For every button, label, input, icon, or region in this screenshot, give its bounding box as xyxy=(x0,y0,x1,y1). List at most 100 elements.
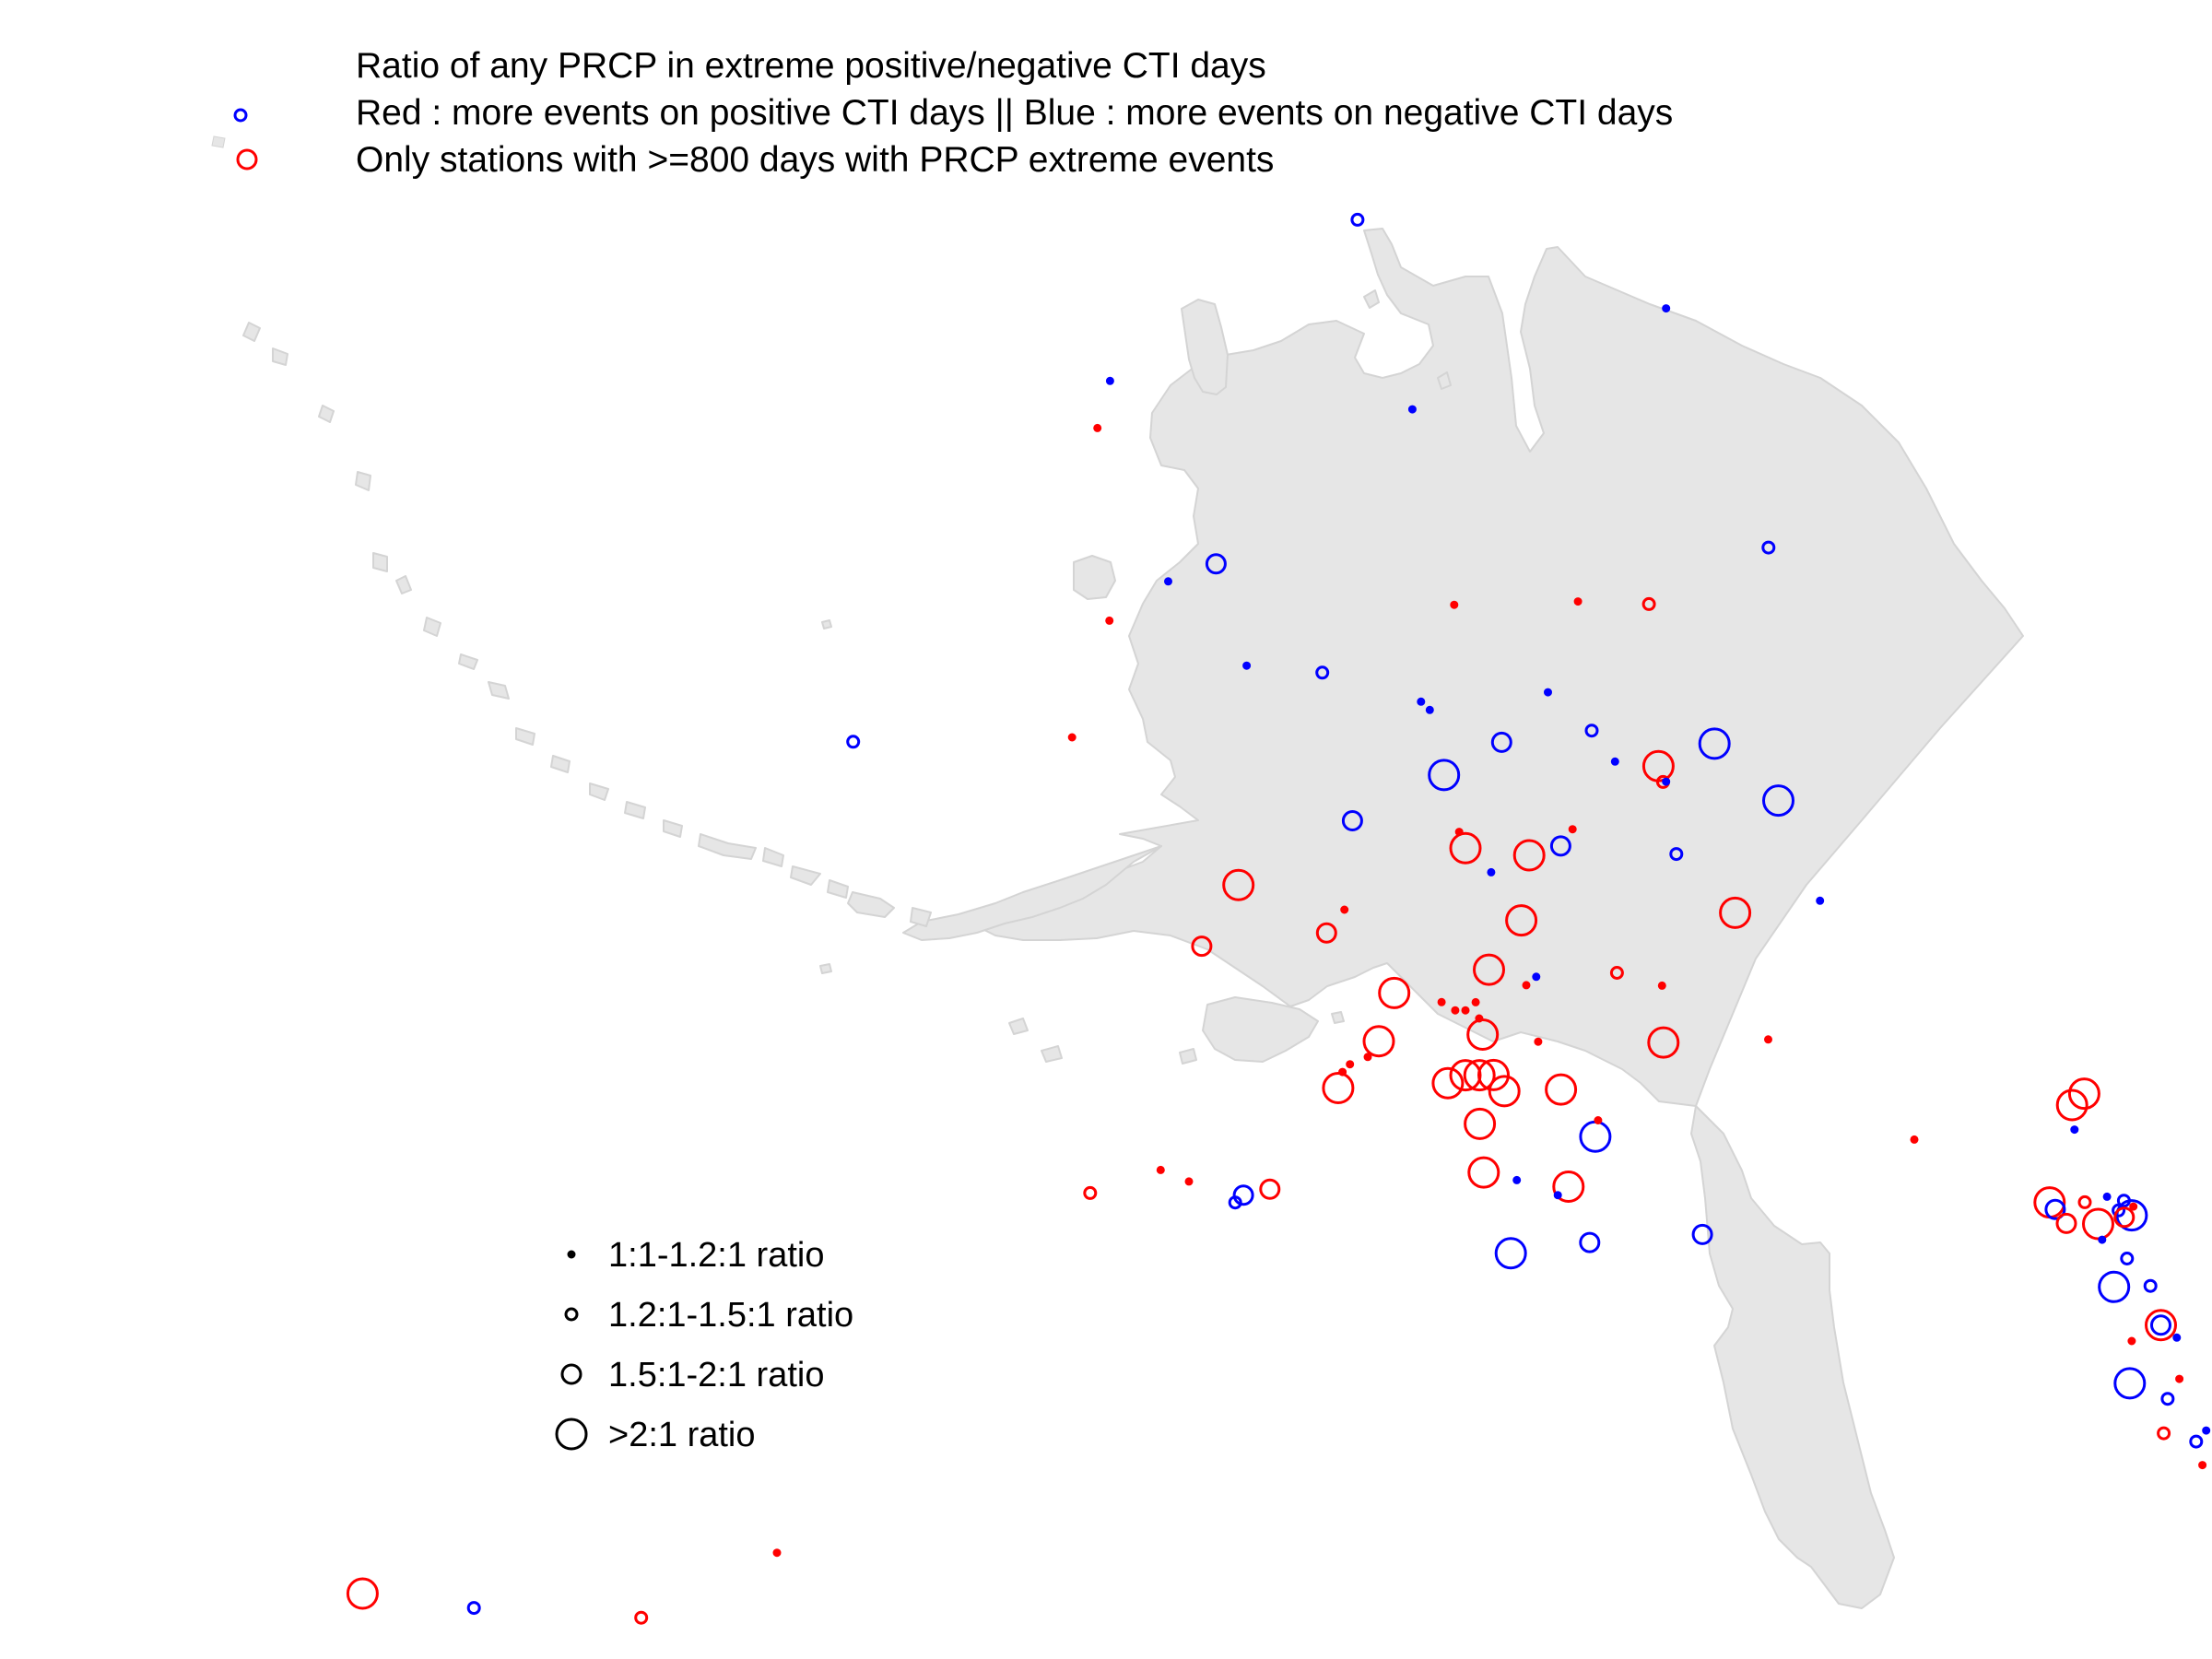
station-marker-positive xyxy=(1475,1014,1484,1023)
station-marker-positive xyxy=(1067,733,1077,742)
station-marker-negative xyxy=(466,1601,481,1616)
station-marker-positive xyxy=(2127,1336,2136,1346)
station-marker-positive xyxy=(2077,1194,2092,1209)
station-marker-positive xyxy=(2067,1077,2100,1111)
station-marker-positive xyxy=(1315,922,1337,944)
color-key xyxy=(211,108,258,171)
station-marker-negative xyxy=(1579,1231,1601,1253)
station-marker-negative xyxy=(1662,777,1671,786)
station-marker-positive xyxy=(1322,1072,1355,1104)
station-marker-negative xyxy=(1610,757,1619,766)
station-marker-negative xyxy=(2160,1392,2175,1406)
station-marker-negative xyxy=(2098,1270,2131,1303)
station-marker-positive xyxy=(2055,1088,2088,1122)
station-marker-positive xyxy=(2082,1207,2114,1241)
station-marker-negative xyxy=(2113,1367,2147,1400)
station-marker-positive xyxy=(1463,1059,1496,1092)
station-markers xyxy=(346,212,2211,1625)
color-key-island-icon xyxy=(211,135,226,148)
station-marker-negative xyxy=(2172,1333,2182,1342)
station-marker-positive xyxy=(1647,1026,1680,1059)
station-marker-positive xyxy=(1378,976,1411,1009)
station-marker-negative xyxy=(1761,540,1776,555)
alaska-peninsula xyxy=(902,845,1162,941)
station-marker-positive xyxy=(1594,1116,1603,1124)
station-marker-negative xyxy=(1662,304,1671,313)
station-marker-positive xyxy=(1477,1058,1510,1091)
size-legend xyxy=(555,1250,588,1451)
station-marker-positive xyxy=(346,1577,379,1610)
station-marker-positive xyxy=(1346,1060,1355,1069)
station-marker-positive xyxy=(2157,1426,2171,1441)
station-marker-positive xyxy=(1437,997,1446,1006)
station-marker-negative xyxy=(1549,835,1571,857)
station-marker-positive xyxy=(2113,1206,2136,1229)
aleutian-islands xyxy=(242,322,932,974)
station-marker-positive xyxy=(1191,935,1213,958)
station-marker-positive xyxy=(1156,1165,1165,1174)
station-marker-positive xyxy=(1464,1107,1497,1140)
station-marker-positive xyxy=(1719,896,1752,929)
station-marker-positive xyxy=(1552,1171,1585,1203)
station-marker-negative xyxy=(1669,847,1684,862)
station-marker-negative xyxy=(1428,759,1461,792)
station-marker-positive xyxy=(1467,1156,1500,1189)
station-marker-negative xyxy=(2070,1125,2079,1135)
station-marker-negative xyxy=(1315,665,1330,680)
station-marker-positive xyxy=(1473,953,1505,986)
station-marker-positive xyxy=(1362,1025,1395,1058)
station-marker-negative xyxy=(1105,376,1114,385)
size-legend-marker-1 xyxy=(567,1250,576,1259)
kodiak-island xyxy=(1202,996,1319,1063)
station-marker-positive xyxy=(1449,831,1482,865)
station-marker-positive xyxy=(1259,1178,1281,1200)
station-marker-positive xyxy=(1093,423,1102,432)
station-marker-negative xyxy=(1532,972,1541,982)
station-marker-negative xyxy=(1205,553,1227,575)
station-marker-negative xyxy=(1228,1195,1242,1210)
station-marker-positive xyxy=(2198,1461,2207,1470)
size-legend-label-1: 1:1-1.2:1 ratio xyxy=(608,1236,825,1275)
station-marker-positive xyxy=(1451,1006,1460,1015)
station-marker-negative xyxy=(2202,1426,2211,1435)
station-marker-negative xyxy=(2044,1198,2066,1220)
station-marker-positive xyxy=(1522,981,1531,990)
station-marker-negative xyxy=(2098,1235,2107,1244)
station-marker-positive xyxy=(2055,1212,2077,1234)
size-legend-label-2: 1.2:1-1.5:1 ratio xyxy=(608,1296,854,1335)
title-line-2: Red : more events on positive CTI days |… xyxy=(356,93,1674,133)
station-marker-negative xyxy=(1584,724,1599,738)
station-marker-negative xyxy=(2189,1434,2204,1449)
station-marker-positive xyxy=(1910,1135,1919,1144)
alaska-landmass xyxy=(242,228,2024,1609)
station-marker-positive xyxy=(2129,1202,2138,1211)
alaska-mainland xyxy=(976,228,2024,1107)
size-legend-marker-2 xyxy=(564,1307,579,1322)
nunivak-island xyxy=(1073,555,1116,600)
station-marker-negative xyxy=(1487,867,1496,877)
station-marker-positive xyxy=(1105,616,1114,625)
station-marker-positive xyxy=(1184,1177,1194,1186)
station-marker-positive xyxy=(1568,825,1577,834)
southeast-panhandle xyxy=(1690,1105,1895,1609)
station-marker-negative xyxy=(1242,661,1252,670)
title-line-1: Ratio of any PRCP in extreme positive/ne… xyxy=(356,46,1266,86)
st-lawrence-island xyxy=(1181,299,1229,395)
station-marker-negative xyxy=(1494,1237,1527,1270)
station-marker-negative xyxy=(1425,705,1434,714)
station-marker-negative xyxy=(1417,697,1426,706)
station-marker-positive xyxy=(2175,1374,2184,1383)
station-marker-positive xyxy=(1461,1006,1470,1015)
station-marker-negative xyxy=(1762,784,1794,818)
station-marker-positive xyxy=(1534,1037,1543,1046)
station-marker-negative xyxy=(2120,1252,2135,1265)
station-marker-negative xyxy=(1350,212,1365,227)
station-marker-negative xyxy=(1164,577,1172,586)
station-marker-positive xyxy=(1083,1185,1098,1200)
station-marker-positive xyxy=(1363,1053,1372,1062)
color-key-negative-marker xyxy=(233,108,248,123)
station-marker-positive xyxy=(1222,868,1255,901)
title-line-3: Only stations with >=800 days with PRCP … xyxy=(356,140,1275,180)
station-marker-positive xyxy=(1450,600,1459,609)
